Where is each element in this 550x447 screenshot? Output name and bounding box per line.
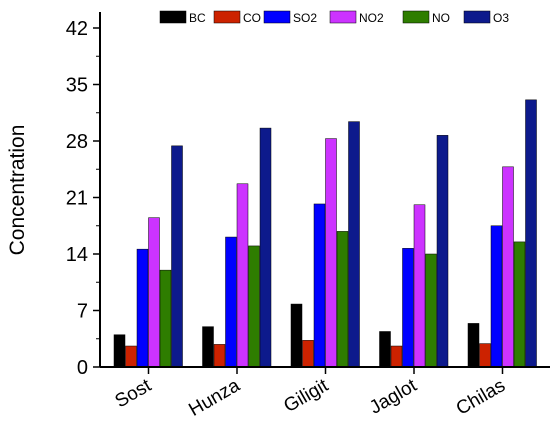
legend-label-no2: NO2 <box>359 11 384 25</box>
y-tick-label: 14 <box>66 244 88 266</box>
legend-label-bc: BC <box>189 11 206 25</box>
bar-o3-giligit <box>348 121 360 368</box>
x-tick-label: Hunza <box>185 375 243 421</box>
bar-no2-sost <box>148 217 160 368</box>
y-tick-label: 0 <box>77 357 88 379</box>
bar-no2-jaglot <box>413 204 426 368</box>
bar-so2-sost <box>136 248 149 368</box>
bar-o3-sost <box>171 145 183 368</box>
x-tick-label: Giligit <box>280 375 332 417</box>
y-axis-title: Concentration <box>6 125 29 256</box>
bar-o3-chilas <box>525 99 537 368</box>
bar-o3-hunza <box>259 127 272 368</box>
bar-so2-giligit <box>313 203 326 368</box>
legend-swatch-co <box>213 10 241 24</box>
bar-no2-hunza <box>236 183 249 368</box>
bar-co-giligit <box>302 340 314 368</box>
bar-so2-jaglot <box>402 248 414 368</box>
bar-no-hunza <box>248 245 260 368</box>
bar-no2-giligit <box>325 138 337 368</box>
x-tick-label: Chilas <box>453 375 509 420</box>
y-tick-label: 35 <box>66 75 88 97</box>
bar-so2-hunza <box>225 236 237 368</box>
y-tick-label: 7 <box>77 301 88 323</box>
bar-so2-chilas <box>490 225 503 368</box>
bar-bc-sost <box>113 334 126 368</box>
y-tick-label: 28 <box>66 131 88 153</box>
bar-co-chilas <box>479 343 491 368</box>
legend-label-no: NO <box>432 11 450 25</box>
legend-label-co: CO <box>243 11 261 25</box>
y-tick-label: 21 <box>66 188 88 210</box>
legend-swatch-bc <box>159 10 187 24</box>
bar-no-chilas <box>513 241 526 368</box>
legend-swatch-no2 <box>329 10 357 24</box>
legend: BC CO SO2 NO2 NO O3 <box>159 10 509 25</box>
bars <box>113 99 537 368</box>
legend-label-o3: O3 <box>493 11 509 25</box>
bar-no-sost <box>159 269 172 368</box>
x-tick-label: Sost <box>112 375 156 413</box>
legend-swatch-so2 <box>263 10 291 24</box>
bar-bc-chilas <box>467 323 480 368</box>
legend-swatch-no <box>402 10 430 24</box>
bar-bc-hunza <box>202 326 214 368</box>
y-tick-label: 42 <box>66 18 88 40</box>
legend-swatch-o3 <box>463 10 491 24</box>
x-tick-label: Jaglot <box>366 375 421 419</box>
bar-bc-giligit <box>290 303 303 368</box>
bar-no-giligit <box>336 231 349 368</box>
bar-no2-chilas <box>502 166 514 368</box>
bar-no-jaglot <box>425 253 437 368</box>
bar-co-hunza <box>213 344 226 368</box>
legend-label-so2: SO2 <box>293 11 317 25</box>
bar-o3-jaglot <box>436 135 449 368</box>
bar-co-sost <box>125 345 137 368</box>
bar-co-jaglot <box>390 345 403 368</box>
bar-bc-jaglot <box>379 331 391 368</box>
